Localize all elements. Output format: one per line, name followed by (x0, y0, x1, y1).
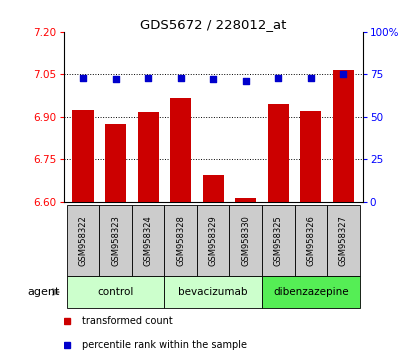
Text: GSM958323: GSM958323 (111, 215, 120, 266)
Text: GSM958327: GSM958327 (338, 215, 347, 266)
Bar (67, 205, 99, 276)
Text: GSM958325: GSM958325 (273, 215, 282, 266)
Bar (105, 124, 126, 202)
Text: GSM958324: GSM958324 (143, 215, 152, 266)
Bar (299, 111, 321, 202)
Bar (326, 205, 359, 276)
Text: agent: agent (27, 287, 59, 297)
Point (209, 76, 216, 82)
Bar (164, 205, 196, 276)
Point (177, 75, 184, 81)
Text: percentile rank within the sample: percentile rank within the sample (81, 340, 246, 350)
Bar (261, 276, 359, 308)
Bar (267, 104, 288, 202)
Point (274, 75, 281, 81)
Bar (72, 110, 93, 202)
Point (307, 75, 313, 81)
Bar (137, 112, 158, 202)
Text: dibenzazepine: dibenzazepine (272, 287, 348, 297)
Bar (229, 205, 261, 276)
Bar (132, 205, 164, 276)
Bar (332, 70, 353, 202)
Text: bevacizumab: bevacizumab (178, 287, 247, 297)
Bar (196, 205, 229, 276)
Text: GSM958322: GSM958322 (79, 215, 88, 266)
Bar (99, 205, 132, 276)
Bar (202, 175, 223, 202)
Bar (170, 98, 191, 202)
Point (339, 72, 346, 77)
Point (144, 75, 151, 81)
Text: transformed count: transformed count (81, 316, 172, 326)
Bar (261, 205, 294, 276)
Point (80, 75, 86, 81)
Point (242, 78, 248, 84)
Text: GSM958329: GSM958329 (208, 215, 217, 266)
Point (112, 76, 119, 82)
Bar (164, 276, 261, 308)
Bar (67, 276, 164, 308)
Bar (294, 205, 326, 276)
Text: control: control (97, 287, 133, 297)
Text: GSM958326: GSM958326 (306, 215, 315, 266)
Bar (235, 198, 256, 202)
Text: GSM958330: GSM958330 (240, 215, 249, 266)
Text: GSM958328: GSM958328 (176, 215, 185, 266)
Title: GDS5672 / 228012_at: GDS5672 / 228012_at (139, 18, 286, 31)
